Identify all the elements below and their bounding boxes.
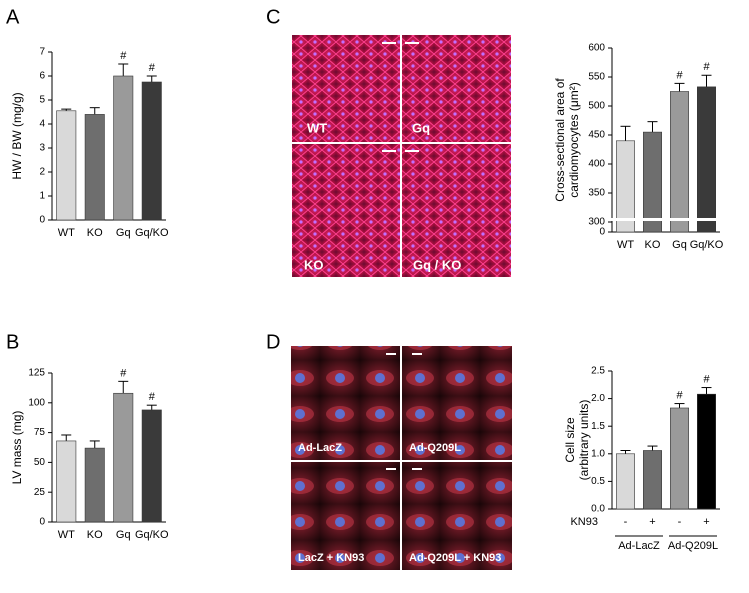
y-axis-label-line: LV mass (mg) [10, 411, 24, 485]
annotation: # [149, 391, 156, 403]
y-tick-label: 2 [39, 167, 45, 178]
axis-break [606, 218, 722, 221]
y-tick-label: 2.5 [591, 366, 605, 377]
x-tick-label: - [624, 516, 628, 528]
y-tick-label: 0 [39, 517, 45, 528]
y-tick-label: 450 [588, 130, 605, 141]
y-axis-label: Cell size(arbitrary units) [563, 400, 591, 481]
bar [616, 453, 635, 510]
bar [56, 440, 77, 523]
x-tick-label: WT [617, 239, 634, 251]
y-tick-label: 0 [39, 215, 45, 226]
y-axis-label-line: Cell size [563, 417, 577, 463]
y-tick-label: 6 [39, 71, 45, 82]
bar [56, 110, 77, 221]
annotation: # [120, 50, 127, 62]
x-tick-label: Gq/KO [135, 529, 169, 541]
y-axis-label: LV mass (mg) [10, 411, 24, 485]
annotation: # [703, 61, 710, 73]
y-axis-label-line: HW / BW (mg/g) [10, 92, 24, 179]
y-axis-label-line: (arbitrary units) [577, 400, 591, 481]
image-label: KO [304, 257, 324, 272]
x-tick-label: Gq [116, 227, 131, 239]
y-axis-label: Cross-sectional area ofcardiomyocytes (μ… [553, 78, 581, 202]
y-tick-label: 75 [34, 427, 46, 438]
y-tick-label: 550 [588, 72, 605, 83]
y-tick-label: 300 [588, 217, 605, 228]
y-tick-label: 1.0 [591, 448, 605, 459]
panel-labels: A B C D [6, 6, 280, 353]
category-title: KN93 [570, 516, 598, 528]
x-tick-label: Gq [116, 529, 131, 541]
image-label: WT [307, 120, 327, 135]
y-tick-label: 0.5 [591, 476, 605, 487]
x-tick-label: KO [87, 529, 103, 541]
bar [643, 450, 662, 510]
x-tick-label: Gq/KO [135, 227, 169, 239]
y-axis-label-line: cardiomyocytes (μm²) [567, 82, 581, 198]
y-tick-label: 0.0 [591, 504, 605, 515]
y-tick-label: 50 [34, 457, 46, 468]
micrograph-c: WT Gq KO Gq / KO [292, 35, 511, 277]
y-tick-label: 4 [39, 119, 45, 130]
image-label: LacZ + KN93 [298, 552, 364, 564]
x-tick-label: - [678, 516, 682, 528]
bar [113, 392, 134, 523]
image-label: Ad-Q209L + KN93 [409, 552, 501, 564]
y-tick-label: 25 [34, 487, 46, 498]
bar [84, 447, 105, 523]
bar [670, 91, 689, 233]
y-tick-label: 500 [588, 101, 605, 112]
annotation: # [676, 69, 683, 81]
bar [697, 393, 716, 510]
y-axis-label-line: Cross-sectional area of [553, 78, 567, 202]
bar [84, 114, 105, 221]
micrograph-d: Ad-LacZ Ad-Q209L LacZ + KN93 Ad-Q209L + … [291, 346, 512, 570]
image-label: Gq / KO [413, 257, 461, 272]
y-tick-label: 1 [39, 191, 45, 202]
y-tick-label: 600 [588, 43, 605, 54]
y-tick-label: 400 [588, 159, 605, 170]
x-tick-label: WT [58, 529, 75, 541]
bar [141, 409, 162, 523]
bar [616, 140, 635, 233]
image-label: Ad-LacZ [298, 442, 342, 454]
annotation: # [120, 367, 127, 379]
x-tick-label: + [649, 516, 655, 528]
annotation: # [149, 62, 156, 74]
bar [670, 407, 689, 510]
x-tick-label: KO [645, 239, 661, 251]
y-tick-label: 1.5 [591, 421, 605, 432]
y-tick-label: 0 [599, 227, 605, 238]
y-tick-label: 125 [28, 368, 45, 379]
y-tick-label: 100 [28, 397, 45, 408]
y-tick-label: 7 [39, 47, 45, 58]
panel-label: B [6, 331, 19, 353]
bar [141, 81, 162, 221]
y-tick-label: 2.0 [591, 393, 605, 404]
bar [643, 131, 662, 233]
panel-label: D [266, 331, 280, 353]
image-label: Ad-Q209L [409, 442, 461, 454]
annotation: # [676, 389, 683, 401]
y-axis-label: HW / BW (mg/g) [10, 92, 24, 179]
panel-label: A [6, 6, 20, 28]
bar [113, 75, 134, 221]
y-tick-label: 3 [39, 143, 45, 154]
x-tick-label: KO [87, 227, 103, 239]
panel-label: C [266, 6, 280, 28]
group-label: Ad-LacZ [618, 540, 660, 552]
y-tick-label: 5 [39, 95, 45, 106]
image-label: Gq [412, 120, 430, 135]
x-tick-label: WT [58, 227, 75, 239]
x-tick-label: + [703, 516, 709, 528]
annotation: # [703, 373, 710, 385]
y-tick-label: 350 [588, 188, 605, 199]
bar [697, 86, 716, 233]
x-tick-label: Gq [672, 239, 687, 251]
group-label: Ad-Q209L [668, 540, 718, 552]
x-tick-label: Gq/KO [690, 239, 724, 251]
